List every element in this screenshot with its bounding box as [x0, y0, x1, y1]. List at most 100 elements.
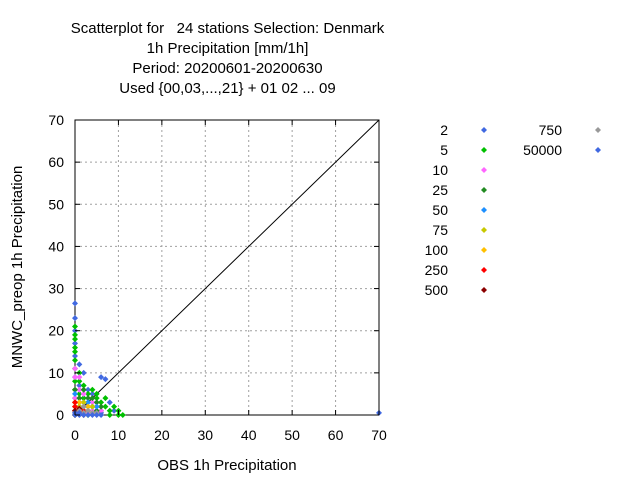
- point-50000: [76, 409, 83, 416]
- point-2: [85, 386, 92, 393]
- point-2: [72, 353, 78, 359]
- point-2: [89, 390, 96, 397]
- point-5: [111, 403, 118, 410]
- point-50000: [85, 412, 92, 418]
- point-10: [98, 407, 105, 414]
- plot-border: [74, 119, 380, 416]
- point-5: [76, 390, 83, 397]
- point-750: [80, 403, 87, 410]
- point-5: [80, 395, 87, 402]
- legend-marker-50: [481, 207, 487, 213]
- axis-ticks: 0 10 20 30 40 50 60 70 0 10 20 30 40 50 60 70: [48, 112, 387, 443]
- x-tick-label: 10: [111, 427, 127, 443]
- point-2: [72, 300, 78, 307]
- point-50: [93, 403, 100, 410]
- legend-marker-500: [481, 287, 487, 293]
- legend-marker-250: [481, 267, 487, 273]
- point-25: [85, 395, 92, 402]
- point-5: [85, 390, 92, 397]
- x-tick-label: 50: [284, 427, 300, 443]
- point-25: [80, 386, 87, 393]
- point-10: [76, 374, 83, 381]
- legend-marker-25: [481, 187, 487, 193]
- legend-label-5: 5: [440, 142, 448, 158]
- point-25: [89, 395, 96, 402]
- point-5: [72, 378, 78, 385]
- point-5: [98, 399, 105, 406]
- point-25: [93, 399, 100, 406]
- point-2: [76, 382, 83, 389]
- point-50: [72, 390, 78, 397]
- legend-label-10: 10: [432, 162, 448, 178]
- point-5: [89, 386, 96, 393]
- legend-marker-5: [481, 147, 487, 153]
- legend-marker-100: [481, 247, 487, 253]
- y-tick-label: 0: [56, 407, 64, 423]
- x-tick-label: 40: [241, 427, 257, 443]
- legend-label-50000: 50000: [523, 142, 562, 158]
- point-5: [93, 395, 100, 402]
- point-5: [102, 395, 109, 402]
- point-10: [72, 395, 78, 402]
- point-2: [80, 369, 87, 376]
- point-10: [80, 390, 87, 397]
- point-5: [119, 412, 126, 418]
- point-250: [72, 403, 78, 410]
- point-25: [98, 403, 105, 410]
- y-tick-label: 60: [48, 154, 64, 170]
- legend-label-750: 750: [539, 122, 563, 138]
- legend-marker-10: [481, 167, 487, 173]
- point-5: [106, 407, 113, 414]
- data-points: [72, 300, 382, 418]
- point-50000: [89, 412, 96, 418]
- point-2: [72, 340, 78, 347]
- legend-label-50: 50: [432, 202, 448, 218]
- y-tick-label: 10: [48, 365, 64, 381]
- point-25: [76, 395, 83, 402]
- chart-title-line-3: Period: 20200601-20200630: [132, 60, 323, 77]
- point-25: [72, 386, 78, 393]
- y-tick-label: 20: [48, 323, 64, 339]
- point-50: [85, 399, 92, 406]
- point-10: [89, 399, 96, 406]
- point-5: [106, 412, 113, 418]
- point-10: [72, 365, 78, 372]
- point-50000: [93, 412, 100, 418]
- chart-title-line-2: 1h Precipitation [mm/1h]: [146, 40, 309, 57]
- y-tick-label: 70: [48, 112, 64, 128]
- chart-title-line-4: Used {00,03,...,21} + 01 02 ... 09: [119, 80, 336, 97]
- point-2: [102, 376, 109, 383]
- point-5: [72, 336, 78, 343]
- legend-marker-2: [481, 127, 487, 133]
- point-750: [85, 407, 92, 414]
- point-5: [72, 331, 78, 338]
- point-5: [72, 357, 78, 364]
- point-250: [72, 399, 78, 406]
- legend-marker-75: [481, 227, 487, 233]
- point-50000: [80, 412, 87, 418]
- point-2: [111, 407, 118, 414]
- legend-label-25: 25: [432, 182, 448, 198]
- grid: [75, 120, 379, 415]
- point-100: [85, 403, 92, 410]
- legend-label-75: 75: [432, 222, 448, 238]
- point-10: [76, 386, 83, 393]
- point-5: [102, 403, 109, 410]
- legend-label-250: 250: [425, 262, 449, 278]
- point-5: [72, 348, 78, 355]
- y-tick-label: 50: [48, 196, 64, 212]
- x-axis-label: OBS 1h Precipitation: [157, 457, 296, 474]
- point-5: [80, 382, 87, 389]
- point-2: [98, 374, 105, 381]
- legend-label-2: 2: [440, 122, 448, 138]
- x-tick-label: 20: [154, 427, 170, 443]
- point-2: [72, 315, 78, 322]
- x-tick-label: 30: [197, 427, 213, 443]
- plot-frame: [74, 119, 380, 416]
- legend-label-100: 100: [425, 242, 449, 258]
- chart-title-line-1: Scatterplot for 24 stations Selection: D…: [70, 20, 385, 37]
- point-50000: [98, 412, 105, 418]
- x-tick-label: 70: [371, 427, 387, 443]
